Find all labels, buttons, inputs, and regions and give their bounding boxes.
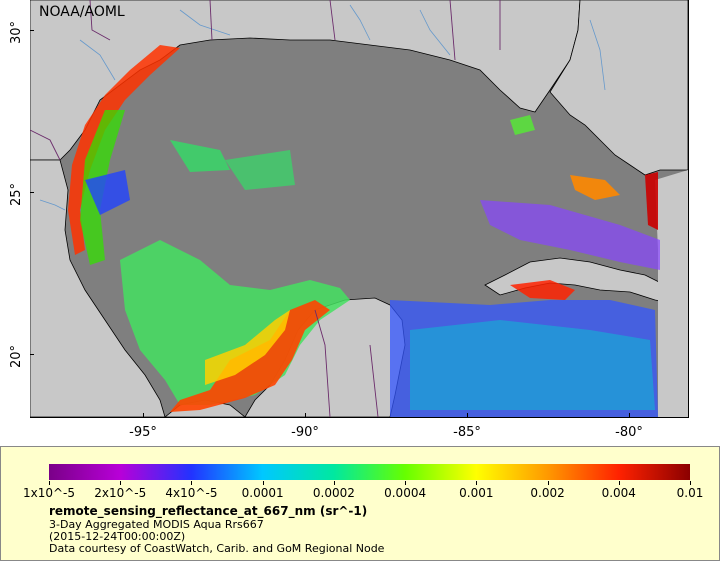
lon-tick-mark xyxy=(467,413,468,417)
colorbar-tick-label: 0.0004 xyxy=(384,486,427,500)
florida-coast-orange xyxy=(570,175,620,200)
colorbar-tick-label: 0.0001 xyxy=(241,486,284,500)
colorbar-gradient xyxy=(49,464,690,480)
bahamas-red xyxy=(645,172,658,230)
colorbar xyxy=(49,464,690,480)
legend-date: (2015-12-24T00:00:00Z) xyxy=(49,530,186,543)
yellow-band-campeche xyxy=(205,310,290,385)
bahamas-land xyxy=(655,170,688,417)
caribbean-teal xyxy=(410,320,655,410)
colorbar-tick xyxy=(690,481,691,485)
colorbar-tick-label: 1x10^-5 xyxy=(22,486,76,500)
colorbar-tick-label: 0.0002 xyxy=(312,486,355,500)
colorbar-tick xyxy=(120,481,122,485)
lat-tick-label: 25° xyxy=(9,182,24,206)
colorbar-tick xyxy=(476,481,478,485)
map-canvas xyxy=(30,0,688,417)
colorbar-tick xyxy=(49,481,50,485)
lat-tick-label: 30° xyxy=(9,20,24,44)
lat-tick-mark xyxy=(30,30,34,31)
colorbar-tick-label: 4x10^-5 xyxy=(165,486,218,500)
colorbar-tick xyxy=(262,481,264,485)
mexico-land xyxy=(30,159,166,417)
rivers xyxy=(39,4,606,211)
caribbean-reflectance xyxy=(390,300,658,417)
florida-land xyxy=(549,0,688,176)
colorbar-tick xyxy=(618,481,620,485)
lon-tick-mark xyxy=(629,413,630,417)
colorbar-tick-label: 0.001 xyxy=(459,486,494,500)
green-patch-central-2 xyxy=(225,150,295,190)
lon-tick-mark xyxy=(305,413,306,417)
legend-title: remote_sensing_reflectance_at_667_nm (sr… xyxy=(49,504,368,518)
lat-tick-mark xyxy=(30,354,34,355)
colorbar-tick-label: 0.004 xyxy=(601,486,636,500)
map-panel: NOAA/AOML xyxy=(30,0,689,418)
political-borders xyxy=(30,0,501,417)
legend-courtesy: Data courtesy of CoastWatch, Carib. and … xyxy=(49,542,385,555)
lat-tick-mark xyxy=(30,192,34,193)
blue-patch-west xyxy=(85,170,130,215)
colorbar-tick xyxy=(333,481,335,485)
cuba-north-reflectance xyxy=(480,200,660,270)
colorbar-tick xyxy=(191,481,193,485)
lon-tick-label: -90° xyxy=(291,425,319,440)
colorbar-tick-label: 0.002 xyxy=(530,486,565,500)
colorbar-tick xyxy=(405,481,407,485)
florida-keys-green xyxy=(510,115,535,135)
lon-tick-mark xyxy=(143,413,144,417)
colorbar-tick-label: 0.01 xyxy=(676,486,704,500)
lon-tick-label: -80° xyxy=(615,425,643,440)
legend-product: 3-Day Aggregated MODIS Aqua Rrs667 xyxy=(49,518,264,531)
colorbar-tick xyxy=(547,481,549,485)
green-patch-central xyxy=(170,140,230,172)
legend-panel: 1x10^-5 2x10^-5 4x10^-5 0.0001 0.0002 0.0004 0… xyxy=(0,446,720,561)
colorbar-tick-label: 2x10^-5 xyxy=(94,486,147,500)
credit-label: NOAA/AOML xyxy=(39,4,125,20)
lon-tick-label: -95° xyxy=(129,425,157,440)
lat-tick-label: 20° xyxy=(9,344,24,368)
campeche-bank-reflectance xyxy=(120,240,350,405)
lon-tick-label: -85° xyxy=(453,425,481,440)
cuba-south-red xyxy=(510,280,575,300)
